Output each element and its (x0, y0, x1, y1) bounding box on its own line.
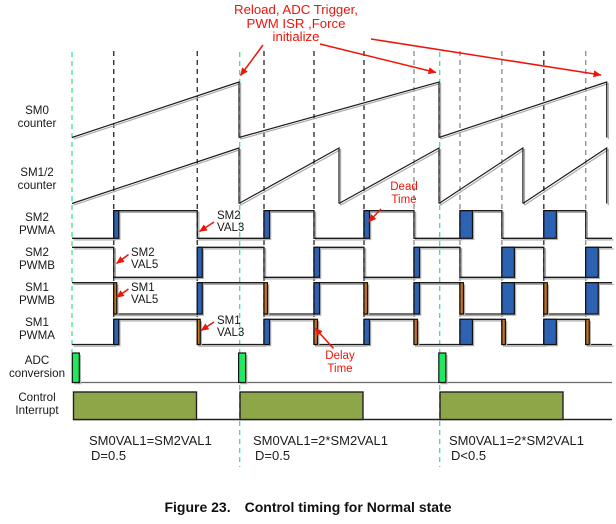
reload-arrow-2 (319, 43, 437, 75)
dead-time-arrow (367, 208, 382, 223)
annotation-arrows (116, 38, 602, 350)
callout-sm2-val3: SM2 VAL3 (217, 210, 261, 235)
callout-text: SM1 (131, 282, 155, 294)
row-label-adc-conversion: ADC conversion (0, 354, 74, 380)
sm1-pwma-wave (72, 318, 614, 347)
row-label-text: PWMB (18, 259, 56, 273)
figure-caption-number: Figure 23. (164, 499, 231, 515)
row-label-sm12-counter: SM1/2 counter (0, 166, 74, 192)
callout-text: VAL5 (131, 294, 159, 307)
callout-sm2-val5: SM2 VAL5 (131, 247, 175, 272)
sm12-counter-wave (71, 146, 609, 206)
row-label-text: PWMA (18, 224, 56, 238)
section-duty: D=0.5 (91, 448, 127, 463)
adc-conversion-wave (71, 352, 612, 385)
sm2-pwma-wave (72, 210, 614, 241)
callout-text: SM1 (217, 315, 241, 327)
row-label-text: Control (18, 391, 56, 404)
callout-text: SM2 (217, 210, 241, 222)
sm1-val3-arrow (200, 321, 215, 332)
row-label-text: PWMA (18, 329, 56, 343)
dead-time-label: Dead Time (376, 181, 432, 206)
figure-caption-text: Control timing for Normal state (244, 499, 452, 515)
figure-caption: Figure 23. Control timing for Normal stat… (0, 499, 616, 515)
delay-time-label: Delay Time (312, 350, 368, 375)
callout-text: SM2 (131, 247, 155, 259)
row-label-text: SM2 (25, 211, 49, 224)
section-label-2: SM0VAL1=2*SM2VAL1 D=0.5 (253, 433, 388, 463)
section-formula: SM0VAL1=2*SM2VAL1 (253, 433, 389, 448)
section-label-3: SM0VAL1=2*SM2VAL1 D<0.5 (449, 433, 584, 463)
reload-annotation-line1: Reload, ADC Trigger, (234, 2, 358, 17)
callout-text: VAL5 (131, 259, 159, 272)
row-label-sm2-pwma: SM2 PWMA (0, 211, 74, 237)
delay-time-text: Delay (325, 350, 355, 362)
sm2-pwmb-wave (72, 246, 614, 280)
section-duty: D=0.5 (255, 448, 291, 463)
reload-annotation: Reload, ADC Trigger, PWM ISR ,Force init… (186, 3, 406, 44)
reload-annotation-line2: PWM ISR ,Force (246, 15, 346, 31)
row-label-text: counter (17, 179, 57, 193)
row-label-text: PWMB (18, 294, 56, 308)
section-formula: SM0VAL1=2*SM2VAL1 (449, 433, 585, 448)
row-label-sm0-counter: SM0 counter (0, 104, 74, 130)
row-label-text: Interrupt (15, 404, 59, 418)
sm2-val5-arrow (116, 253, 129, 265)
callout-text: VAL3 (217, 222, 245, 235)
callout-text: VAL3 (217, 327, 245, 340)
row-label-sm2-pwmb: SM2 PWMB (0, 246, 74, 272)
row-label-text: SM2 (25, 246, 49, 259)
section-formula: SM0VAL1=SM2VAL1 (89, 433, 212, 448)
row-label-text: SM1 (25, 281, 49, 294)
row-label-text: conversion (8, 367, 66, 381)
sm0-counter-wave (71, 81, 609, 140)
section-duty: D<0.5 (451, 448, 487, 463)
reload-annotation-line3: initialize (272, 29, 320, 45)
row-label-sm1-pwma: SM1 PWMA (0, 316, 74, 342)
dead-time-text: Time (391, 193, 417, 206)
reload-arrow-3 (370, 38, 602, 78)
section-label-1: SM0VAL1=SM2VAL1 D=0.5 (89, 433, 212, 463)
row-label-text: counter (17, 117, 57, 131)
row-label-text: SM1 (25, 316, 49, 329)
row-label-text: SM0 (25, 104, 49, 117)
callout-sm1-val3: SM1 VAL3 (217, 315, 261, 340)
sm2-val3-arrow (199, 221, 215, 233)
control-interrupt-wave (72, 391, 612, 421)
row-label-text: ADC (24, 354, 50, 367)
callout-sm1-val5: SM1 VAL5 (131, 282, 175, 307)
row-label-control-interrupt: Control Interrupt (0, 391, 74, 417)
dead-time-text: Dead (390, 181, 418, 193)
reload-arrow-1 (239, 44, 264, 76)
delay-time-text: Time (327, 362, 353, 375)
row-label-sm1-pwmb: SM1 PWMB (0, 281, 74, 307)
sm1-val5-arrow (116, 288, 129, 299)
delay-time-arrow (314, 327, 335, 350)
sm1-pwmb-wave (72, 282, 614, 317)
row-label-text: SM1/2 (20, 166, 54, 179)
